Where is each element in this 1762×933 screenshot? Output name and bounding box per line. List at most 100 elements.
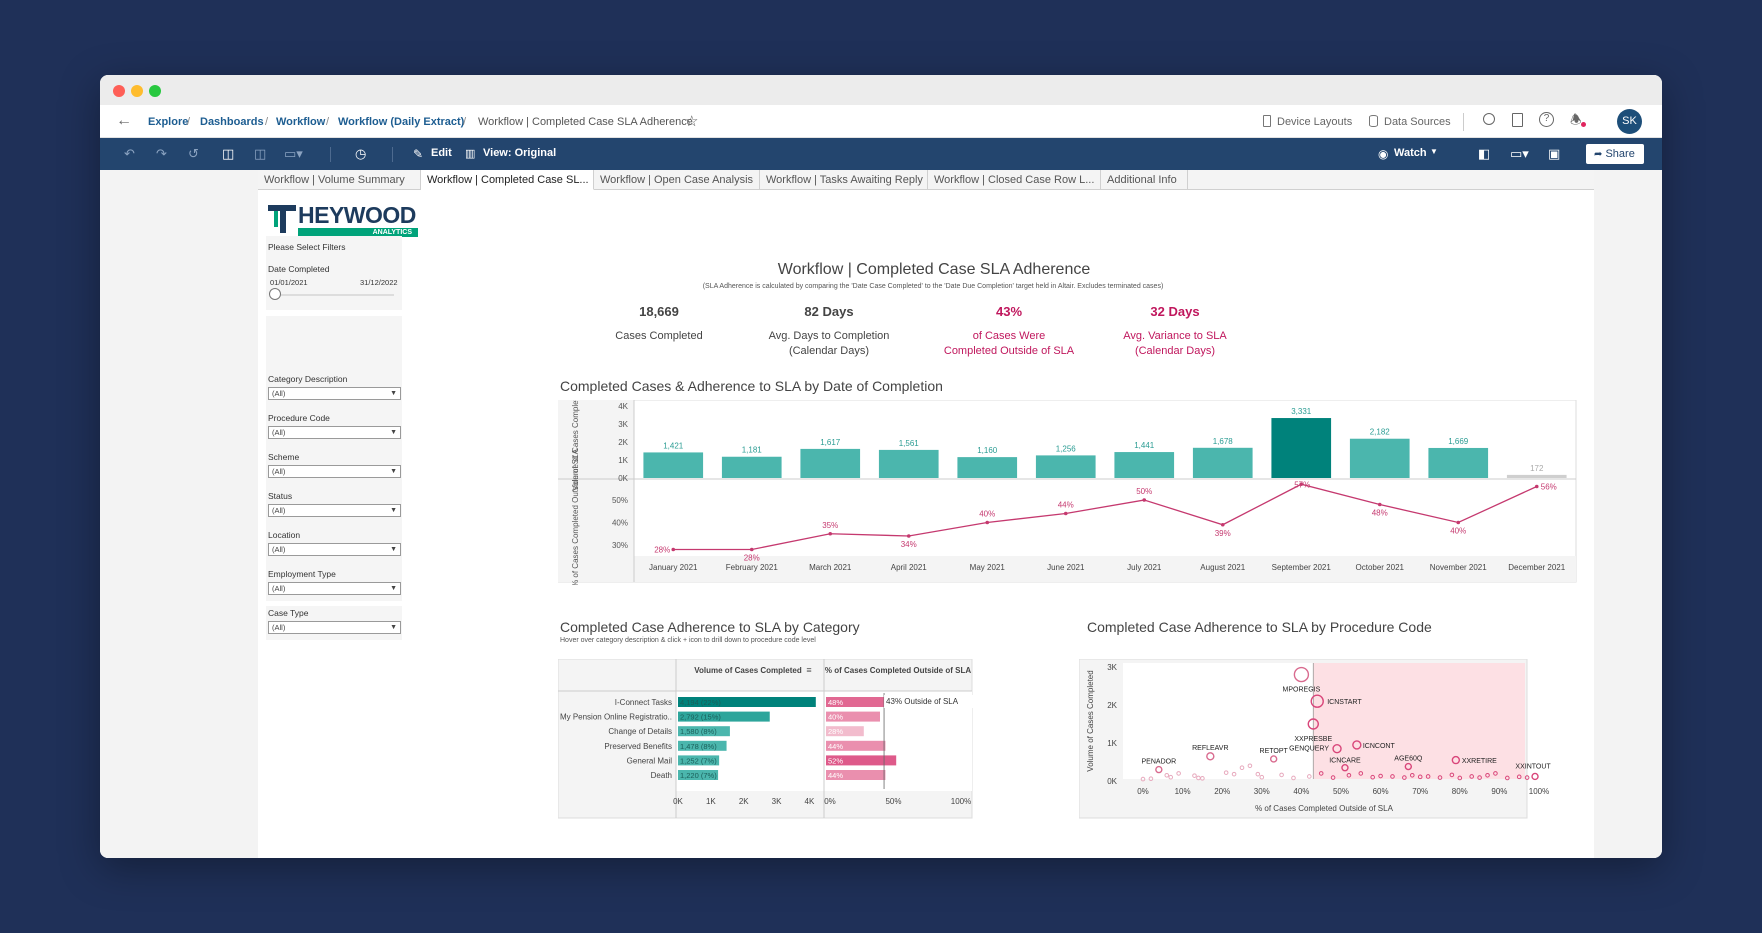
date-to: 31/12/2022 <box>360 278 398 287</box>
scatter-point <box>1231 771 1237 777</box>
edit-button[interactable]: Edit <box>431 147 452 159</box>
bar <box>957 457 1018 478</box>
maximize-window-button[interactable] <box>149 85 161 97</box>
filter-dropdown[interactable]: (All) ▼ <box>268 582 401 595</box>
filter-dropdown[interactable]: (All) ▼ <box>268 504 401 517</box>
x-axis-label: % of Cases Completed Outside of SLA <box>1255 804 1394 813</box>
bar-data-label: 1,256 <box>1056 444 1077 453</box>
tab-completed-case-sla[interactable]: Workflow | Completed Case SL... <box>421 170 594 190</box>
logo-mark <box>268 205 296 233</box>
reference-label: 43% Outside of SLA <box>886 697 959 706</box>
bar <box>1192 447 1253 478</box>
breadcrumb-workflow[interactable]: Workflow <box>276 116 326 128</box>
scatter-point <box>1259 774 1265 780</box>
scatter-point <box>1247 763 1253 769</box>
volume-bar <box>678 755 720 766</box>
scatter-label: MPOREGIS <box>1283 687 1321 694</box>
filter-value: (All) <box>272 623 286 632</box>
filter-dropdown[interactable]: (All) ▼ <box>268 543 401 556</box>
line-data-label: 28% <box>744 554 760 563</box>
data-sources-button[interactable]: Data Sources <box>1384 116 1451 128</box>
notifications-icon[interactable]: 🕭 <box>1570 112 1582 127</box>
breadcrumb-workflow-daily-extract[interactable]: Workflow (Daily Extract) <box>338 116 465 128</box>
reference-label-bg <box>884 695 975 708</box>
download-icon[interactable]: ▭▾ <box>1510 146 1529 161</box>
kpi-value: 43% <box>995 304 1023 319</box>
scatter-point <box>1318 771 1324 776</box>
x-tick-label: February 2021 <box>726 563 779 572</box>
filters-heading: Please Select Filters <box>268 242 346 252</box>
scatter-point <box>1341 763 1349 772</box>
watch-button[interactable]: Watch <box>1394 147 1427 159</box>
sort-icon: ≡ <box>806 665 811 675</box>
bar-data-label: 1,421 <box>663 441 684 450</box>
line-point <box>749 547 754 552</box>
refresh-data-icon[interactable]: ◫ <box>222 146 235 161</box>
tab-volume-summary[interactable]: Workflow | Volume Summary <box>258 170 421 190</box>
help-icon[interactable]: ? <box>1539 112 1554 127</box>
x-tick-label: 4K <box>805 797 815 806</box>
minimize-window-button[interactable] <box>131 85 143 97</box>
breadcrumb-explore[interactable]: Explore <box>148 116 189 128</box>
tab-closed-case-row-level[interactable]: Workflow | Closed Case Row L... <box>928 170 1101 190</box>
x-tick-label: 60% <box>1373 787 1389 796</box>
volume-data-label: 1,478 (8%) <box>680 742 717 751</box>
avatar[interactable]: SK <box>1617 109 1642 134</box>
x-tick-label: October 2021 <box>1356 563 1405 572</box>
date-slider-track[interactable] <box>270 294 394 296</box>
divider <box>392 147 393 162</box>
filter-dropdown[interactable]: (All) ▼ <box>268 465 401 478</box>
metrics-icon[interactable] <box>1512 113 1523 127</box>
bar-data-label: 2,182 <box>1370 428 1391 437</box>
dashboard-title: Workflow | Completed Case SLA Adherence <box>777 261 1091 278</box>
y-tick-label: 2K <box>618 438 628 447</box>
tab-additional-info[interactable]: Additional Info <box>1101 170 1188 190</box>
redo-icon[interactable]: ↷ <box>156 146 167 161</box>
tab-tasks-awaiting-reply[interactable]: Workflow | Tasks Awaiting Reply <box>760 170 928 190</box>
x-tick-label: 90% <box>1491 787 1507 796</box>
fullscreen-icon[interactable]: ▣ <box>1548 146 1561 161</box>
volume-bar <box>678 697 816 707</box>
pct-header: % of Cases Completed Outside of SLA <box>825 666 971 675</box>
scatter-label: RETOPT <box>1260 748 1289 755</box>
view-original-button[interactable]: View: Original <box>483 147 557 159</box>
scatter-point <box>1332 743 1342 754</box>
close-window-button[interactable] <box>113 85 125 97</box>
search-icon[interactable] <box>1483 113 1495 125</box>
share-button[interactable]: ➦ Share <box>1586 144 1644 164</box>
pct-bar <box>826 755 897 766</box>
date-slider-handle[interactable] <box>269 288 281 300</box>
category-label: Preserved Benefits <box>604 742 672 751</box>
scatter-label: GENQUERY <box>1289 746 1329 753</box>
filter-dropdown[interactable]: (All) ▼ <box>268 621 401 634</box>
undo-icon[interactable]: ↶ <box>124 146 135 161</box>
bar <box>643 452 704 478</box>
x-tick-label: November 2021 <box>1430 563 1487 572</box>
filter-dropdown[interactable]: (All) ▼ <box>268 387 401 400</box>
category-label: Death <box>651 771 672 780</box>
line-data-label: 50% <box>1136 487 1152 496</box>
pause-updates-icon[interactable]: ◫ <box>254 146 267 161</box>
scatter-point <box>1404 762 1413 771</box>
x-tick-label: July 2021 <box>1127 563 1162 572</box>
title-bar <box>100 75 1662 105</box>
tab-open-case-analysis[interactable]: Workflow | Open Case Analysis <box>594 170 760 190</box>
revert-icon[interactable]: ↺ <box>188 146 199 161</box>
line-data-label: 35% <box>822 521 838 530</box>
breadcrumb-dashboards[interactable]: Dashboards <box>200 116 264 128</box>
view-toggle-icon[interactable]: ▭▾ <box>284 146 303 161</box>
volume-bar <box>678 726 730 737</box>
scatter-point <box>1330 775 1336 780</box>
device-layouts-button[interactable]: Device Layouts <box>1277 116 1353 128</box>
bar-data-label: 1,181 <box>742 446 763 455</box>
back-arrow-icon[interactable]: ← <box>116 112 132 129</box>
performance-icon[interactable]: ◷ <box>355 146 367 161</box>
pct-data-label: 44% <box>828 742 843 751</box>
comments-icon[interactable]: ◧ <box>1478 146 1491 161</box>
scatter-point <box>1223 770 1229 775</box>
line-point <box>1456 520 1461 525</box>
within-sla-region <box>1123 663 1314 779</box>
bar-data-label: 1,678 <box>1213 437 1234 446</box>
filter-dropdown[interactable]: (All) ▼ <box>268 426 401 439</box>
star-icon[interactable]: ☆ <box>685 113 699 130</box>
